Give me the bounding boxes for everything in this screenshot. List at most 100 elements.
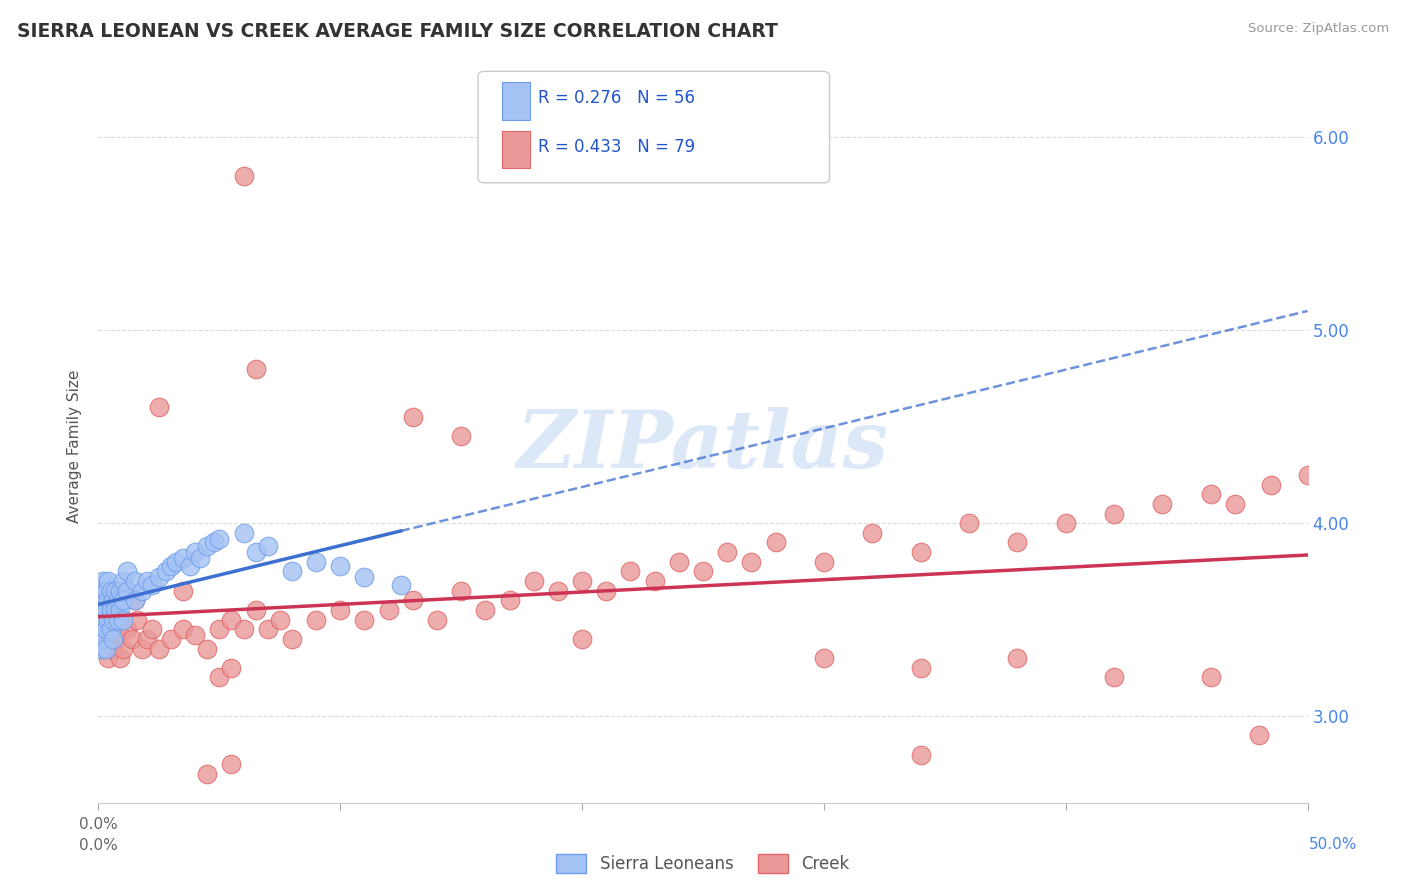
Point (101, 593, 124, 607)
Point (107, 613, 129, 627)
Point (269, 613, 291, 627)
Point (450, 429, 472, 443)
Text: 0.0%: 0.0% (79, 838, 118, 853)
Point (94, 622, 117, 636)
Point (90, 641, 112, 656)
Point (860, 525, 883, 540)
Point (1102, 670, 1125, 684)
Point (765, 535, 787, 549)
Point (111, 574, 134, 588)
Text: Source: ZipAtlas.com: Source: ZipAtlas.com (1249, 22, 1389, 36)
Point (619, 565, 641, 579)
Point (100, 622, 122, 636)
Point (208, 532, 231, 546)
Point (94, 603, 117, 617)
Point (135, 632, 157, 646)
Point (426, 613, 449, 627)
Point (245, 545, 267, 559)
Point (232, 169, 254, 183)
Point (305, 613, 328, 627)
Point (1223, 497, 1246, 511)
Point (131, 583, 153, 598)
Point (101, 632, 124, 646)
Point (121, 632, 143, 646)
Point (910, 545, 932, 559)
Text: R = 0.433   N = 79: R = 0.433 N = 79 (538, 137, 696, 155)
Point (111, 641, 134, 656)
Point (1199, 487, 1222, 501)
Point (107, 622, 129, 636)
Point (1102, 507, 1125, 521)
Point (172, 583, 194, 598)
Point (165, 555, 187, 569)
Point (1007, 535, 1029, 549)
Point (91, 613, 114, 627)
Point (100, 583, 122, 598)
Point (117, 622, 139, 636)
Point (377, 603, 399, 617)
Point (204, 535, 226, 549)
Point (245, 603, 267, 617)
Point (644, 574, 666, 588)
Point (101, 613, 124, 627)
Point (160, 632, 183, 646)
Point (910, 747, 932, 762)
Point (353, 613, 375, 627)
Point (131, 641, 153, 656)
Point (124, 593, 146, 607)
Point (571, 632, 593, 646)
Point (141, 622, 163, 636)
Point (1296, 467, 1319, 482)
Point (1152, 497, 1174, 511)
Point (91, 641, 114, 656)
Point (184, 628, 207, 642)
Point (172, 550, 194, 565)
Point (108, 651, 131, 665)
Point (547, 583, 569, 598)
Point (692, 565, 714, 579)
Point (353, 570, 375, 584)
Legend: Sierra Leoneans, Creek: Sierra Leoneans, Creek (557, 854, 849, 873)
Point (498, 593, 520, 607)
Point (184, 545, 207, 559)
Point (256, 539, 278, 553)
Point (232, 622, 254, 636)
Point (450, 583, 472, 598)
Point (716, 545, 738, 559)
Point (1249, 728, 1271, 742)
Point (195, 641, 218, 656)
Point (221, 613, 243, 627)
Point (108, 583, 131, 598)
Text: ZIPatlas: ZIPatlas (517, 408, 889, 484)
Point (97, 574, 120, 588)
Point (124, 574, 146, 588)
Point (155, 565, 177, 579)
Point (104, 632, 127, 646)
Point (523, 574, 546, 588)
Point (188, 550, 211, 565)
Point (208, 670, 231, 684)
Point (195, 767, 218, 781)
Point (148, 401, 170, 415)
Point (389, 578, 412, 592)
Point (281, 565, 304, 579)
Point (474, 603, 496, 617)
Point (221, 661, 243, 675)
Point (97, 613, 120, 627)
Point (571, 574, 593, 588)
Point (595, 583, 617, 598)
Point (148, 570, 170, 584)
Point (100, 613, 122, 627)
Point (104, 583, 127, 598)
Text: SIERRA LEONEAN VS CREEK AVERAGE FAMILY SIZE CORRELATION CHART: SIERRA LEONEAN VS CREEK AVERAGE FAMILY S… (17, 22, 778, 41)
Point (957, 516, 980, 530)
Point (402, 593, 425, 607)
Point (402, 410, 425, 425)
Point (90, 622, 112, 636)
Point (256, 622, 278, 636)
Point (90, 583, 112, 598)
Point (104, 603, 127, 617)
Y-axis label: Average Family Size: Average Family Size (67, 369, 83, 523)
Point (127, 613, 149, 627)
Point (107, 593, 129, 607)
